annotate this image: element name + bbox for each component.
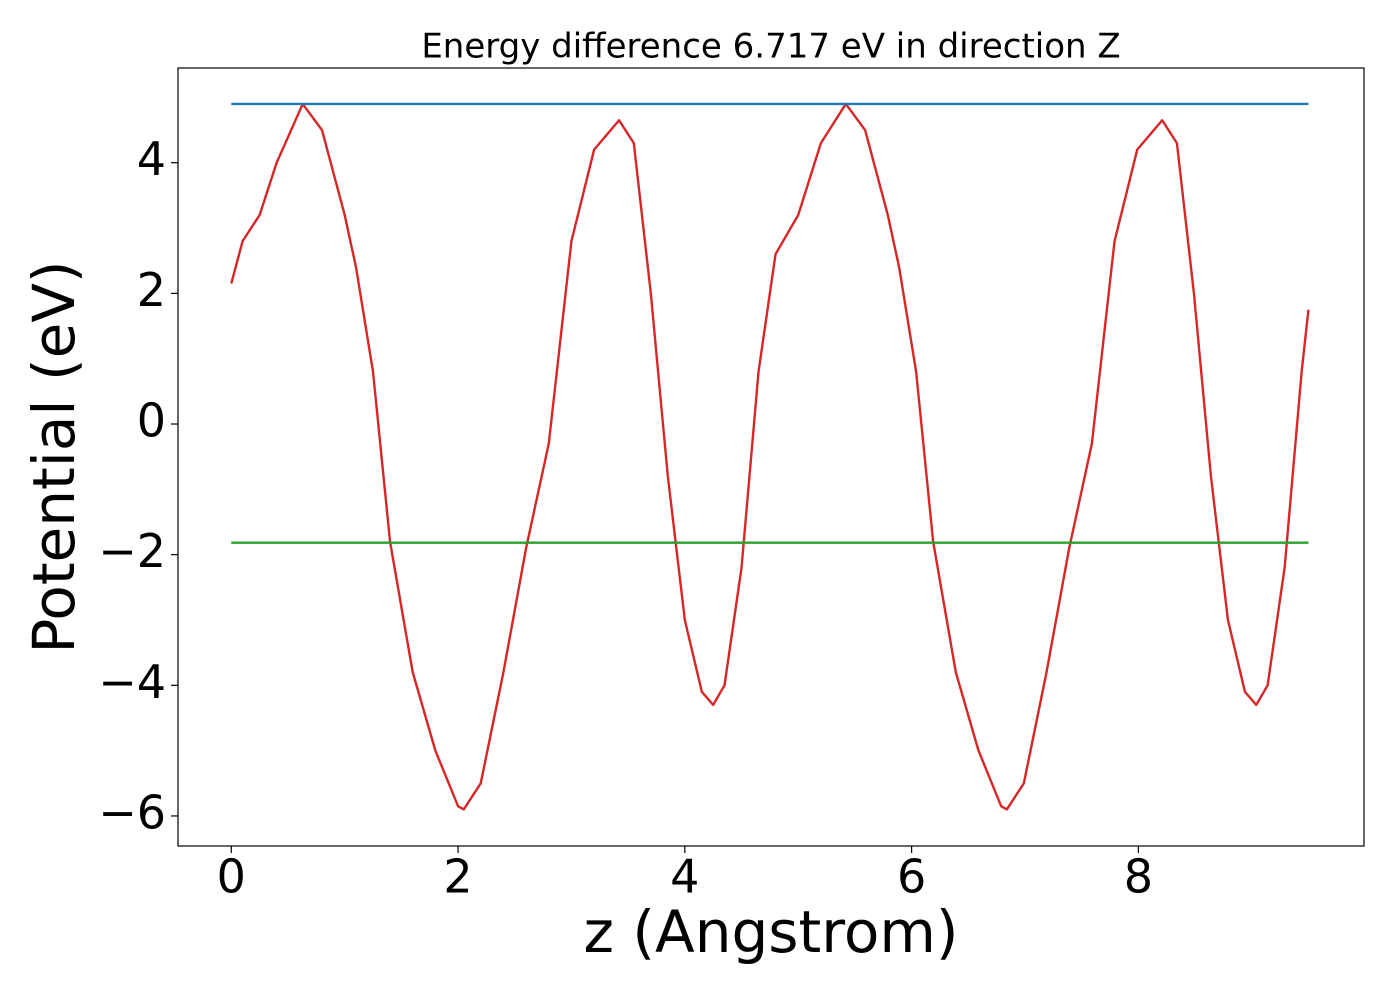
y-tick-label: −4: [98, 655, 166, 709]
y-tick-label: 0: [137, 394, 166, 448]
x-tick-label: 8: [1124, 850, 1153, 904]
y-tick-label: 4: [137, 132, 166, 186]
x-tick-label: 6: [897, 850, 926, 904]
plot-frame: [177, 67, 1365, 847]
x-axis-label: z (Angstrom): [584, 898, 959, 966]
series-line: [230, 102, 1310, 811]
x-tick-label: 4: [670, 850, 699, 904]
x-tick-label: 2: [443, 850, 472, 904]
y-tick-label: −6: [98, 785, 166, 839]
y-tick-label: 2: [137, 263, 166, 317]
chart-title: Energy difference 6.717 eV in direction …: [421, 27, 1120, 67]
x-tick-label: 0: [217, 850, 246, 904]
y-axis-label: Potential (eV): [20, 260, 88, 653]
y-tick-label: −2: [98, 524, 166, 578]
